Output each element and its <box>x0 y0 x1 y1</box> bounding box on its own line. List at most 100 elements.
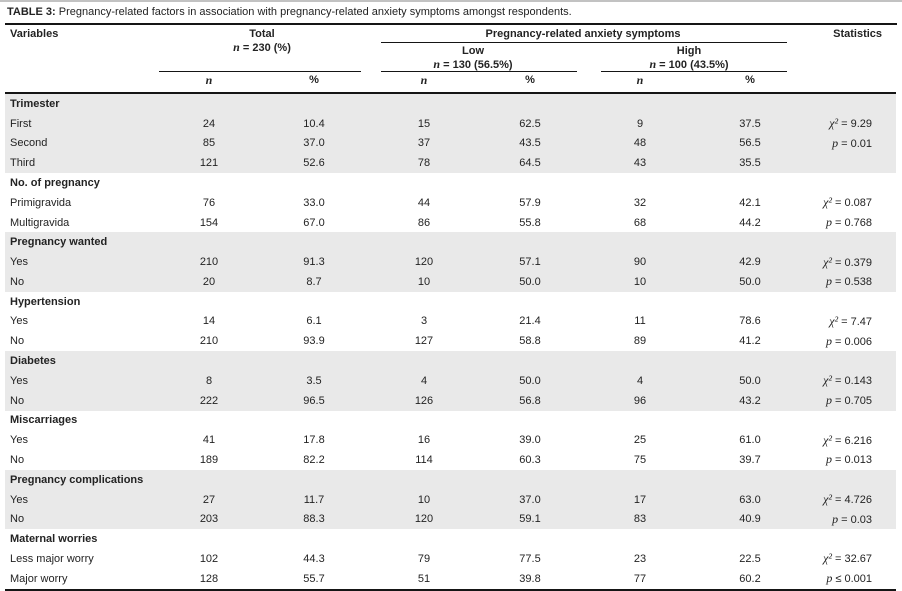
high-n-cell: 75 <box>633 453 647 466</box>
low-pct-cell: 50.0 <box>519 374 541 387</box>
total-label: Total <box>249 28 275 40</box>
row-label-cell: Less major worry <box>10 552 94 565</box>
table-caption-label: TABLE 3: <box>7 6 56 18</box>
low-n-cell: 120 <box>414 256 434 269</box>
math-variable: χ² <box>823 492 832 507</box>
row-label-cell: Yes <box>10 315 28 328</box>
high-n-cell: 11 <box>634 315 646 328</box>
low-n-cell: 3 <box>420 315 428 328</box>
high-n-cell: 4 <box>636 374 644 387</box>
low-pct-cell: 43.5 <box>519 137 541 150</box>
high-pct-cell: 43.2 <box>739 394 761 407</box>
section-label: Diabetes <box>10 355 56 368</box>
table-row: Second 85 37.0 37 43.5 48 56.5 p = 0.01 <box>5 133 897 154</box>
total-pct-cell: 6.1 <box>306 315 322 328</box>
table-row: Third 121 52.6 78 64.5 43 35.5 <box>5 153 897 174</box>
total-pct-cell: 52.6 <box>303 157 325 170</box>
high-pct-cell: 22.5 <box>739 552 761 565</box>
low-pct-cell: 62.5 <box>519 117 541 130</box>
low-n-cell: 4 <box>420 374 428 387</box>
column-header-high: High n = 100 (43.5%) <box>579 43 799 72</box>
page-top-rule <box>0 0 902 2</box>
row-label-cell: Yes <box>10 434 28 447</box>
low-n-cell: 86 <box>417 216 431 229</box>
high-pct-cell: 56.5 <box>739 137 761 150</box>
high-pct-cell: 61.0 <box>739 434 761 447</box>
low-n-cell: 127 <box>414 335 434 348</box>
subheader-high-n: n <box>636 72 644 87</box>
total-n-label: n = 230 (%) <box>233 40 291 54</box>
section-label: Pregnancy complications <box>10 473 144 486</box>
stat-cell: χ² = 0.087 <box>823 195 873 210</box>
table-row: Less major worry 102 44.3 79 77.5 23 22.5 χ² = … <box>5 549 896 569</box>
low-n-cell: 78 <box>417 157 431 170</box>
table-caption: TABLE 3: Pregnancy-related factors in as… <box>5 2 897 25</box>
math-variable: χ² <box>823 432 832 447</box>
stat-cell: χ² = 4.726 <box>823 492 873 507</box>
stat-cell: p = 0.768 <box>825 215 873 230</box>
math-variable: p <box>825 274 832 289</box>
total-pct-cell: 17.8 <box>303 434 325 447</box>
total-pct-cell: 33.0 <box>303 196 325 209</box>
total-pct-cell: 55.7 <box>303 572 325 585</box>
total-pct-cell: 11.7 <box>303 493 325 506</box>
stat-cell: χ² = 9.29 <box>829 116 873 131</box>
high-pct-cell: 42.9 <box>739 256 761 269</box>
row-label-cell: Yes <box>10 256 28 269</box>
total-underline <box>159 70 361 72</box>
low-pct-cell: 37.0 <box>519 493 541 506</box>
total-pct-cell: 88.3 <box>303 513 325 526</box>
total-pct-cell: 3.5 <box>306 374 322 387</box>
low-n-cell: 79 <box>417 552 431 565</box>
math-variable: p <box>832 135 839 150</box>
math-variable: p <box>825 452 832 467</box>
section-header-row: Miscarriages <box>5 411 896 431</box>
high-pct-cell: 41.2 <box>739 335 761 348</box>
section-label: Trimester <box>10 97 60 110</box>
column-header-low: Low n = 130 (56.5%) <box>367 43 579 72</box>
high-underline <box>601 70 788 72</box>
math-variable: n <box>649 57 657 71</box>
high-n-label: n = 100 (43.5%) <box>649 57 729 71</box>
total-pct-cell: 37.0 <box>303 137 325 150</box>
subheader-low-n: n <box>420 72 428 87</box>
high-n-cell: 90 <box>633 256 647 269</box>
section-label: Hypertension <box>10 295 81 308</box>
stat-cell: p = 0.01 <box>832 135 873 150</box>
table-row: No 189 82.2 114 60.3 75 39.7 p = 0.013 <box>5 450 896 470</box>
high-pct-cell: 78.6 <box>739 315 761 328</box>
high-pct-cell: 44.2 <box>739 216 761 229</box>
low-n-cell: 44 <box>417 196 431 209</box>
table-row: Yes 210 91.3 120 57.1 90 42.9 χ² = 0.379 <box>5 252 897 273</box>
table-row: Major worry 128 55.7 51 39.8 77 60.2 p ≤ 0.001 <box>5 569 896 590</box>
row-label-cell: No <box>10 453 25 466</box>
stat-cell: χ² = 0.379 <box>823 254 873 269</box>
subheader-low-pct: % <box>525 74 535 86</box>
math-variable: χ² <box>823 373 832 388</box>
high-n-cell: 43 <box>633 157 647 170</box>
total-n-cell: 27 <box>202 493 216 506</box>
low-pct-cell: 50.0 <box>519 275 541 288</box>
section-label: Maternal worries <box>10 533 98 546</box>
total-n-cell: 102 <box>199 552 219 565</box>
high-n-cell: 10 <box>633 275 647 288</box>
total-n-cell: 85 <box>202 137 216 150</box>
math-variable: χ² <box>823 551 832 566</box>
low-pct-cell: 58.8 <box>519 335 541 348</box>
total-pct-cell: 82.2 <box>303 453 325 466</box>
low-underline <box>381 70 577 72</box>
low-n-cell: 114 <box>415 453 433 466</box>
table-row: Yes 8 3.5 4 50.0 4 50.0 χ² = 0.143 <box>5 370 897 391</box>
total-pct-cell: 93.9 <box>303 335 325 348</box>
high-pct-cell: 37.5 <box>739 117 761 130</box>
table-row: Primigravida 76 33.0 44 57.9 32 42.1 χ² = 0.087 <box>5 193 896 213</box>
table-body: Trimester First 24 10.4 15 62.5 9 37.5 χ² = 9.29… <box>5 93 897 590</box>
high-n-cell: 83 <box>633 513 647 526</box>
low-n-cell: 51 <box>417 572 431 585</box>
low-n-cell: 120 <box>414 513 434 526</box>
low-pct-cell: 56.8 <box>519 394 541 407</box>
row-label-cell: Second <box>10 137 48 150</box>
high-pct-cell: 35.5 <box>739 157 761 170</box>
section-header-row: Pregnancy wanted <box>5 232 897 253</box>
high-label: High <box>676 45 702 57</box>
